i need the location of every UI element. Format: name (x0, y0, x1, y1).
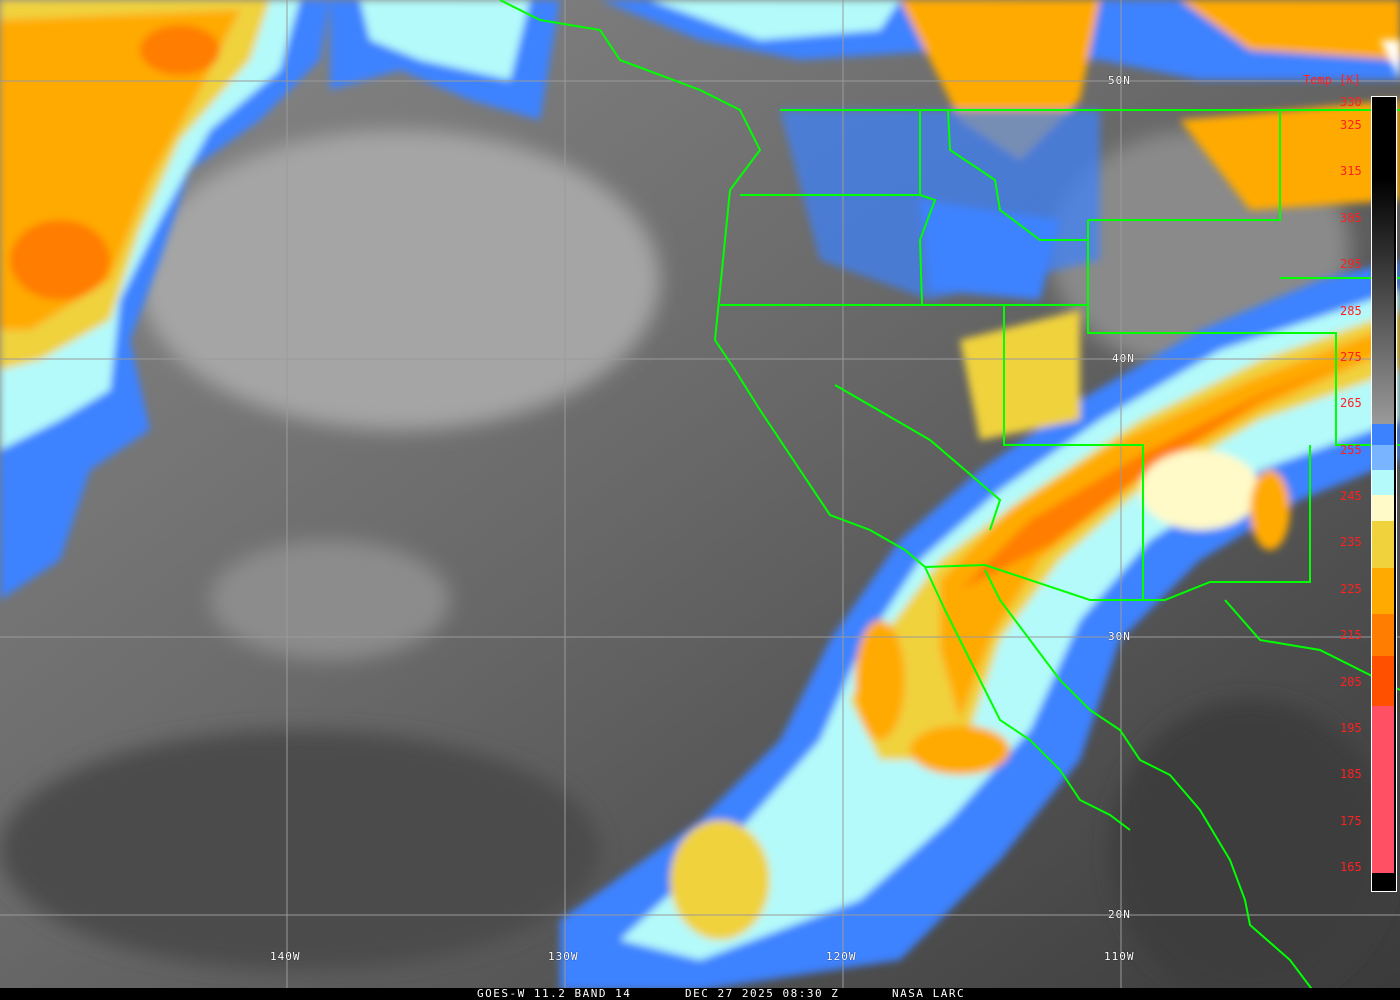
source-label: NASA LARC (892, 987, 966, 1000)
frontal-cloud-band (560, 40, 1400, 990)
colorbar-tick-label: 295 (1340, 257, 1362, 271)
satellite-band-label: GOES-W 11.2 BAND 14 (477, 987, 632, 1000)
colorbar-tick-label: 285 (1340, 304, 1362, 318)
state-line-id (918, 194, 937, 306)
state-line-mt-id (947, 109, 1088, 241)
timestamp-label: DEC 27 2025 08:30 Z (685, 987, 840, 1000)
colorbar-tick-label: 215 (1340, 628, 1362, 642)
cloud-system-northwest (0, 0, 560, 600)
temperature-colorbar (1371, 96, 1397, 892)
colorbar-tick-label: 325 (1340, 118, 1362, 132)
colorbar-tick-label: 275 (1340, 350, 1362, 364)
state-line-wy (1088, 110, 1281, 221)
colorbar-tick-label: 265 (1340, 396, 1362, 410)
cloud-system-north (600, 0, 1400, 300)
colorbar-tick-label: 315 (1340, 164, 1362, 178)
colorbar-tick-label: 205 (1340, 675, 1362, 689)
colorbar-title: Temp [K] (1303, 73, 1361, 87)
gulf-of-california-coast (984, 569, 1321, 1000)
colorbar-tick-label: 165 (1340, 860, 1362, 874)
colorbar-segment-blue (1372, 424, 1394, 445)
lon-label-140w: 140W (270, 950, 301, 963)
colorbar-tick-label: 175 (1340, 814, 1362, 828)
colorbar-tick-label: 225 (1340, 582, 1362, 596)
state-line-ca-nv (834, 384, 1002, 531)
colorbar-tick-label: 245 (1340, 489, 1362, 503)
colorbar-segment-cyan (1372, 470, 1394, 495)
colorbar-tick-label: 185 (1340, 767, 1362, 781)
colorbar-segment-red-orange (1372, 656, 1394, 706)
colorbar-segment-yellow (1372, 521, 1394, 568)
us-mexico-border (924, 445, 1311, 601)
colorbar-segment-orange (1372, 568, 1394, 614)
colorbar-segment-pale-yellow (1372, 495, 1394, 521)
lat-label-20n: 20N (1108, 908, 1131, 921)
colorbar-tick-label: 255 (1340, 443, 1362, 457)
lat-label-50n: 50N (1108, 74, 1131, 87)
colorbar-segment-pink (1372, 706, 1394, 873)
pacific-coastline (499, 0, 1131, 831)
image-caption-bar: GOES-W 11.2 BAND 14 DEC 27 2025 08:30 Z … (0, 988, 1400, 1000)
lat-label-40n: 40N (1112, 352, 1135, 365)
lon-label-130w: 130W (548, 950, 579, 963)
state-line-nv-az (1003, 305, 1144, 600)
colorbar-segment-dark-orange (1372, 614, 1394, 656)
colorbar-tick-label: 305 (1340, 211, 1362, 225)
colorbar-tick-label: 330 (1340, 95, 1362, 109)
colorbar-segment-gray-scale (1372, 97, 1394, 424)
colorbar-tick-label: 235 (1340, 535, 1362, 549)
colorbar-segment-light-blue (1372, 445, 1394, 470)
political-boundaries (499, 0, 1400, 1000)
colorbar-segment-black (1372, 873, 1394, 891)
lon-label-120w: 120W (826, 950, 857, 963)
lat-label-30n: 30N (1108, 630, 1131, 643)
state-line-north (720, 304, 1400, 446)
colorbar-tick-label: 195 (1340, 721, 1362, 735)
lon-label-110w: 110W (1104, 950, 1135, 963)
